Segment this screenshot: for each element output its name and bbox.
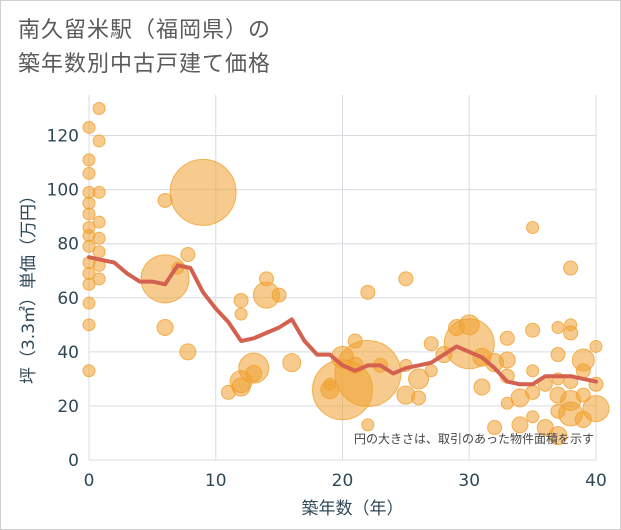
bubble-point xyxy=(82,120,96,134)
bubble-point xyxy=(411,390,427,406)
y-tick-label: 60 xyxy=(57,289,79,309)
bubble-point xyxy=(408,368,430,390)
trend-line-path xyxy=(87,255,598,387)
bubble-point xyxy=(82,196,96,210)
bubble-point xyxy=(498,351,516,369)
bubble-size-note: 円の大きさは、取引のあった物件面積を示す xyxy=(354,431,594,446)
bubble-point xyxy=(245,364,263,382)
bubble-point xyxy=(82,364,96,378)
bubble-point xyxy=(233,292,249,308)
bubble-point xyxy=(575,387,591,403)
bubble-point xyxy=(575,363,591,379)
x-tick-label: 20 xyxy=(332,471,354,491)
x-tick-label: 30 xyxy=(458,471,480,491)
bubble-point xyxy=(82,207,96,221)
bubble-point xyxy=(526,410,540,424)
bubble-point xyxy=(82,296,96,310)
bubble-point xyxy=(525,384,541,400)
y-tick-labels: 0 20 40 60 80 100 120 xyxy=(47,127,79,471)
bubble-point xyxy=(92,272,106,286)
x-axis-title: 築年数（年） xyxy=(302,499,404,519)
bubble-point xyxy=(92,102,106,116)
y-tick-label: 0 xyxy=(68,451,79,471)
bubble-point xyxy=(550,347,566,363)
y-tick-label: 40 xyxy=(57,343,79,363)
bubble-point xyxy=(582,395,610,423)
bubble-point xyxy=(282,353,302,373)
bubble-point xyxy=(526,220,540,234)
bubble-point xyxy=(589,339,603,353)
bubble-point xyxy=(487,420,503,436)
bubble-point xyxy=(563,325,579,341)
bubble-point xyxy=(334,339,402,407)
bubble-point xyxy=(526,364,540,378)
bubble-point xyxy=(82,153,96,167)
bubble-point xyxy=(548,426,568,446)
chart-title-line-2: 築年数別中古戸建て価格 xyxy=(18,52,272,77)
bubble-point xyxy=(140,254,190,304)
bubble-point xyxy=(180,247,196,263)
bubble-point xyxy=(92,134,106,148)
bubble-point xyxy=(92,185,106,199)
bubble-point xyxy=(82,277,96,291)
chart-title: 南久留米駅（福岡県）の 築年数別中古戸建て価格 xyxy=(18,14,271,82)
x-tick-labels: 0 10 20 30 40 xyxy=(84,471,607,491)
bubble-point xyxy=(361,418,375,432)
chart-title-line-1: 南久留米駅（福岡県）の xyxy=(18,18,272,43)
bubble-point xyxy=(82,239,96,253)
x-tick-label: 10 xyxy=(205,471,227,491)
bubble-point xyxy=(156,319,174,337)
bubble-point xyxy=(511,416,529,434)
bubble-point xyxy=(234,307,248,321)
bubble-point xyxy=(82,166,96,180)
bubble-point xyxy=(551,321,565,335)
y-tick-label: 120 xyxy=(47,127,79,147)
y-axis-title: 坪（3.3㎡）単価（万円） xyxy=(19,187,39,384)
x-tick-label: 40 xyxy=(585,471,607,491)
bubble-point xyxy=(179,343,197,361)
bubble-point xyxy=(398,271,414,287)
bubble-point xyxy=(231,377,251,397)
bubble-point xyxy=(473,378,491,396)
bubble-point xyxy=(92,245,106,259)
trend-line xyxy=(87,255,598,387)
bubble-point xyxy=(360,284,376,300)
bubble-point xyxy=(82,318,96,332)
bubble-point xyxy=(271,287,287,303)
x-tick-label: 0 xyxy=(84,471,95,491)
bubble-point xyxy=(92,215,106,229)
bubble-point xyxy=(563,260,579,276)
bubble-point xyxy=(525,322,541,338)
bubble-point xyxy=(92,231,106,245)
y-tick-label: 100 xyxy=(47,181,79,201)
y-tick-label: 20 xyxy=(57,397,79,417)
bubble-point xyxy=(499,330,515,346)
bubble-point xyxy=(169,158,237,226)
y-tick-label: 80 xyxy=(57,235,79,255)
transaction-bubbles xyxy=(82,102,610,446)
bubble-point xyxy=(423,336,439,352)
bubble-point xyxy=(424,364,438,378)
